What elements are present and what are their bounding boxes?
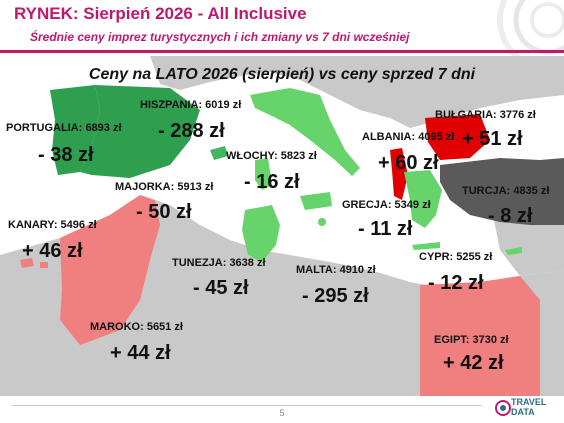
label-grecja: GRECJA: 5349 zł — [342, 199, 431, 211]
label-portugalia: PORTUGALIA: 6893 zł — [6, 122, 122, 134]
logo-text-data: DATA — [511, 407, 535, 417]
change-majorka: - 50 zł — [136, 201, 192, 223]
majorka-shape — [210, 146, 228, 160]
bulgaria-shape — [425, 114, 490, 160]
turcja-shape — [440, 158, 564, 225]
decor-circles — [497, 0, 564, 56]
change-turcja: - 8 zł — [488, 205, 533, 227]
sardynia-shape — [255, 158, 272, 190]
change-albania: + 60 zł — [378, 152, 439, 174]
cypr-shape — [505, 247, 522, 255]
maroko-shape — [60, 195, 160, 345]
page-number: 5 — [279, 408, 285, 418]
change-tunezja: - 45 zł — [193, 277, 249, 299]
wlochy-shape — [250, 88, 360, 176]
label-malta: MALTA: 4910 zł — [296, 264, 376, 276]
change-cypr: - 12 zł — [428, 272, 484, 294]
label-majorka: MAJORKA: 5913 zł — [115, 181, 214, 193]
label-albania: ALBANIA: 4095 zł — [362, 131, 455, 143]
change-maroko: + 44 zł — [110, 342, 171, 364]
label-wlochy: WŁOCHY: 5823 zł — [226, 150, 317, 162]
albania-shape — [390, 148, 408, 200]
malta-shape — [318, 218, 326, 226]
logo-icon — [495, 400, 511, 416]
portugalia-shape — [50, 85, 100, 175]
europe-land — [150, 56, 564, 128]
grecja-shape — [404, 170, 442, 228]
travel-data-logo: TRAVEL DATA — [495, 396, 557, 420]
tunezja-shape — [242, 205, 280, 262]
label-cypr: CYPR: 5255 zł — [419, 251, 493, 263]
change-malta: - 295 zł — [302, 285, 369, 307]
change-wlochy: - 16 zł — [244, 171, 300, 193]
label-hiszpania: HISZPANIA: 6019 zł — [140, 99, 242, 111]
change-hiszpania: - 288 zł — [158, 120, 225, 142]
footer-divider — [12, 405, 482, 406]
slide-subtitle: Średnie ceny imprez turystycznych i ich … — [30, 30, 410, 44]
kanary-islands — [20, 258, 48, 268]
header-divider — [0, 50, 564, 53]
change-egipt: + 42 zł — [443, 352, 504, 374]
label-tunezja: TUNEZJA: 3638 zł — [172, 257, 266, 269]
hiszpania-shape — [80, 85, 200, 178]
label-turcja: TURCJA: 4835 zł — [462, 185, 550, 197]
label-maroko: MAROKO: 5651 zł — [90, 321, 183, 333]
map-title: Ceny na LATO 2026 (sierpień) vs ceny spr… — [88, 66, 476, 83]
label-bulgaria: BUŁGARIA: 3776 zł — [435, 109, 536, 121]
logo-text-travel: TRAVEL — [511, 397, 547, 407]
label-kanary: KANARY: 5496 zł — [8, 219, 97, 231]
change-portugalia: - 38 zł — [38, 144, 94, 166]
sycylia-shape — [300, 192, 332, 210]
change-kanary: + 46 zł — [22, 240, 83, 262]
egipt-shape — [420, 276, 540, 396]
kreta-shape — [412, 242, 440, 250]
label-egipt: EGIPT: 3730 zł — [434, 334, 509, 346]
slide-title: RYNEK: Sierpień 2026 - All Inclusive — [14, 4, 307, 23]
change-bulgaria: + 51 zł — [462, 128, 523, 150]
mediterranean-map — [0, 56, 564, 396]
change-grecja: - 11 zł — [358, 218, 413, 240]
